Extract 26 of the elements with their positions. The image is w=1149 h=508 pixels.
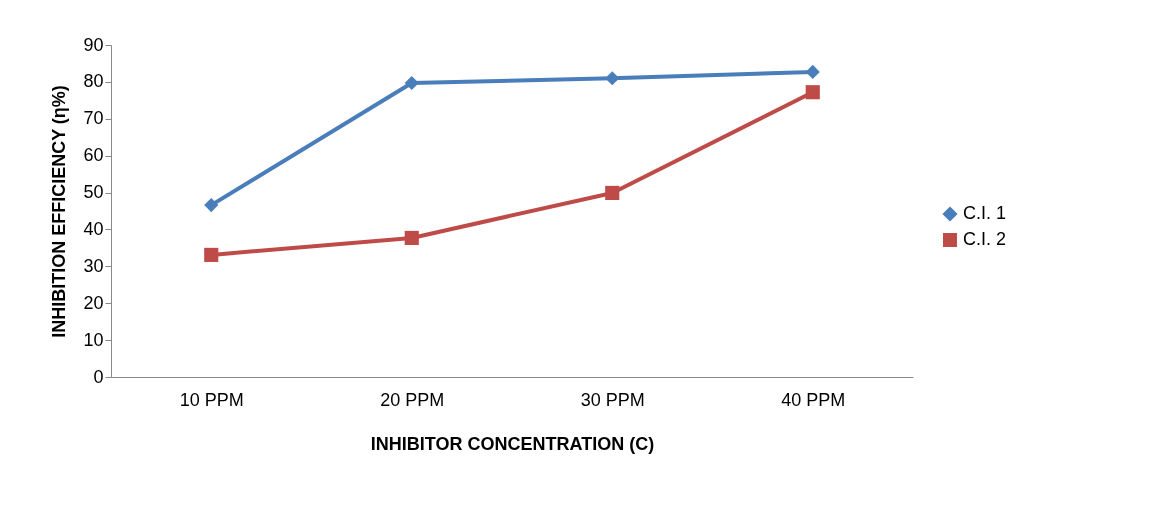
- y-tick-label: 60: [83, 145, 104, 166]
- x-tick-label: 40 PPM: [781, 389, 846, 410]
- point: [805, 85, 820, 100]
- legend-label: C.I. 2: [963, 229, 1007, 249]
- y-tick-label: 50: [83, 182, 104, 203]
- x-axis-title: INHIBITOR CONCENTRATION (C): [370, 433, 655, 454]
- y-tick-label: 10: [83, 329, 104, 350]
- point: [204, 198, 219, 213]
- point: [404, 230, 419, 245]
- point: [605, 185, 620, 200]
- y-tick-label: 90: [83, 34, 104, 55]
- y-axis-title: INHIBITION EFFICIENCY (η%): [49, 85, 70, 338]
- point: [404, 75, 419, 91]
- y-tick-label: 0: [93, 366, 104, 387]
- point: [805, 64, 820, 79]
- y-tick-label: 20: [83, 292, 104, 313]
- legend-label: C.I. 1: [963, 203, 1007, 223]
- y-tick-label: 30: [83, 255, 104, 276]
- x-tick-label: 20 PPM: [380, 389, 445, 410]
- x-tick-label: 30 PPM: [580, 389, 645, 410]
- x-tick-label: 10 PPM: [179, 389, 244, 410]
- point: [204, 247, 219, 262]
- y-tick-label: 70: [83, 108, 104, 129]
- point: [605, 71, 620, 86]
- y-tick-label: 40: [83, 218, 104, 239]
- y-tick-label: 80: [83, 71, 104, 92]
